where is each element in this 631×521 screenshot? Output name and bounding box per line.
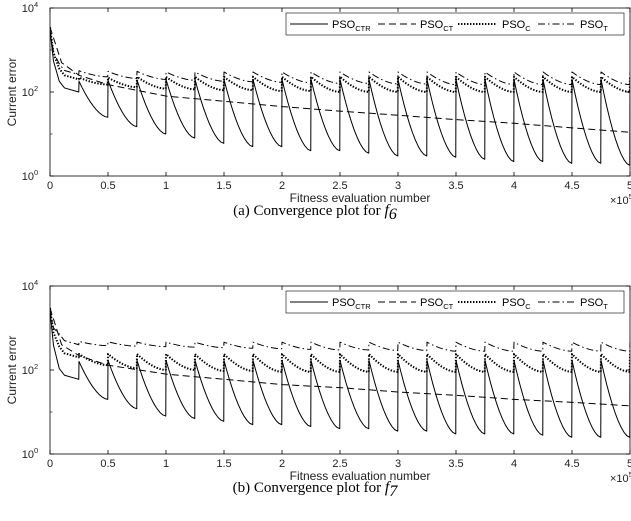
y-axis-label: Current error — [5, 336, 19, 405]
x-axis-label: Fitness evaluation number — [290, 191, 431, 205]
series-line-ct — [50, 307, 630, 407]
y-tick-label: 104 — [22, 278, 38, 293]
x-tick-label: 3.5 — [448, 180, 463, 192]
legend-label-ct: PSOCT — [420, 19, 454, 33]
legend-box — [285, 290, 625, 314]
legend: PSOCTR PSOCT PSOC PSOT — [285, 290, 625, 314]
series-line-ctr — [50, 29, 630, 166]
plot-area — [50, 307, 630, 438]
x-tick-label: 3 — [395, 180, 401, 192]
chart-panel-1: 0 0.5 1 1.5 2 2.5 3 3.5 4 4.5 5×105 100 102 104 Fitnes… — [5, 0, 631, 223]
x-tick-label: 1.5 — [216, 458, 231, 470]
series-line-c — [50, 307, 630, 373]
figure-caption: (a) Convergence plot for f6 — [233, 202, 397, 223]
x-tick-label: 5 — [627, 180, 631, 192]
legend: PSOCTR PSOCT PSOC PSOT — [285, 12, 625, 36]
legend-label-c: PSOC — [502, 19, 531, 33]
series-line-ct — [50, 26, 630, 133]
series-line-t — [50, 29, 630, 86]
x-multiplier: ×105 — [610, 192, 631, 207]
series-line-ctr — [50, 311, 630, 438]
legend-label-ct: PSOCT — [420, 297, 454, 311]
x-tick-label: 4 — [511, 180, 517, 192]
legend-label-ctr: PSOCTR — [332, 19, 371, 33]
plot-area — [50, 26, 630, 166]
y-tick-label: 104 — [22, 0, 38, 15]
x-tick-label: 2 — [279, 458, 285, 470]
x-tick-label: 1 — [163, 458, 169, 470]
x-axis-label: Fitness evaluation number — [290, 469, 431, 483]
legend-label-c: PSOC — [502, 297, 531, 311]
x-tick-label: 0 — [47, 180, 53, 192]
x-tick-label: 4 — [511, 458, 517, 470]
y-tick-label: 100 — [22, 168, 38, 183]
legend-box — [285, 12, 625, 36]
y-tick-label: 102 — [22, 362, 38, 377]
y-tick-label: 102 — [22, 84, 38, 99]
x-tick-label: 4.5 — [564, 180, 579, 192]
legend-label-ctr: PSOCTR — [332, 297, 371, 311]
x-tick-label: 3 — [395, 458, 401, 470]
x-tick-label: 1.5 — [216, 180, 231, 192]
x-tick-label: 2.5 — [332, 458, 347, 470]
x-tick-label: 0.5 — [100, 458, 115, 470]
figure-caption: (b) Convergence plot for f7 — [233, 479, 399, 500]
series-line-t — [50, 311, 630, 352]
x-tick-label: 0 — [47, 458, 53, 470]
x-tick-label: 0.5 — [100, 180, 115, 192]
series-line-c — [50, 27, 630, 93]
x-tick-label: 1 — [163, 180, 169, 192]
x-tick-label: 2 — [279, 180, 285, 192]
legend-label-t: PSOT — [580, 19, 608, 33]
chart-panel-2: 0 0.5 1 1.5 2 2.5 3 3.5 4 4.5 5×105 100 102 104 Fitnes… — [5, 278, 631, 500]
x-tick-label: 4.5 — [564, 458, 579, 470]
y-axis-label: Current error — [5, 58, 19, 127]
x-tick-label: 2.5 — [332, 180, 347, 192]
x-tick-label: 5 — [627, 458, 631, 470]
x-multiplier: ×105 — [610, 470, 631, 485]
x-tick-label: 3.5 — [448, 458, 463, 470]
y-tick-label: 100 — [22, 446, 38, 461]
legend-label-t: PSOT — [580, 297, 608, 311]
